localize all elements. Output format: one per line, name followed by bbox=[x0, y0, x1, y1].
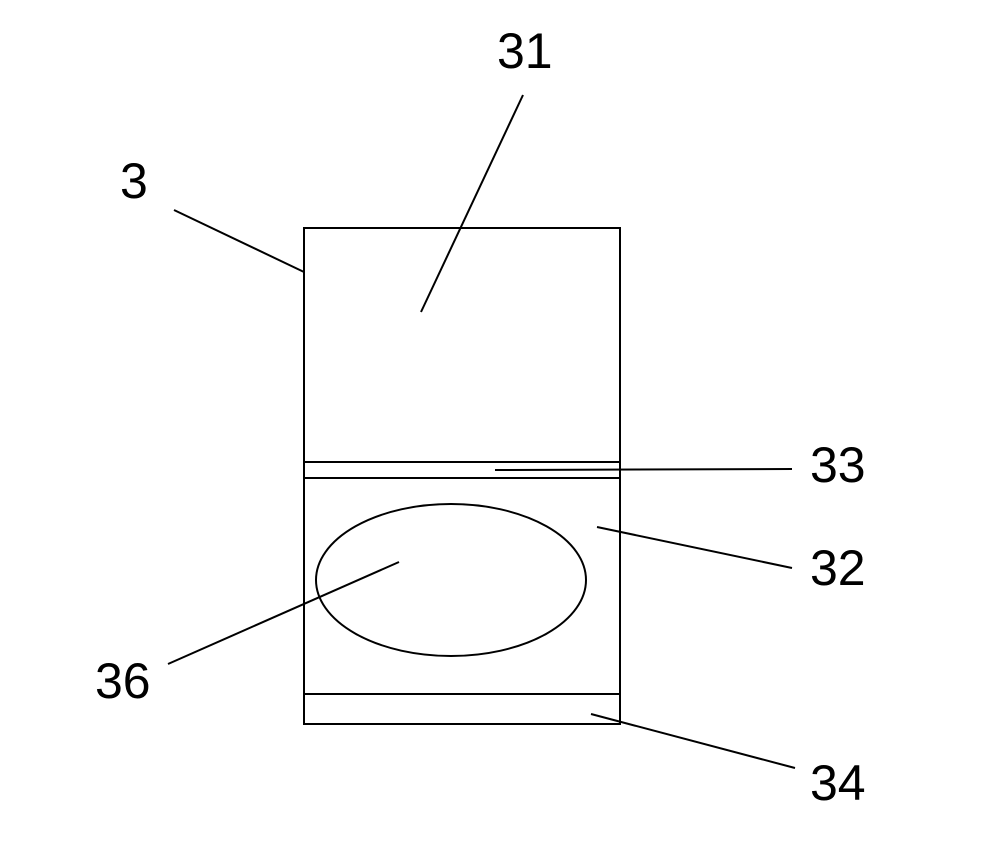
label-text-32: 32 bbox=[810, 540, 866, 596]
label-text-31: 31 bbox=[497, 23, 553, 79]
label-text-34: 34 bbox=[810, 755, 866, 811]
background bbox=[0, 0, 1000, 841]
leader-33 bbox=[495, 469, 792, 470]
label-text-33: 33 bbox=[810, 437, 866, 493]
label-text-36: 36 bbox=[95, 653, 151, 709]
label-text-3: 3 bbox=[120, 153, 148, 209]
